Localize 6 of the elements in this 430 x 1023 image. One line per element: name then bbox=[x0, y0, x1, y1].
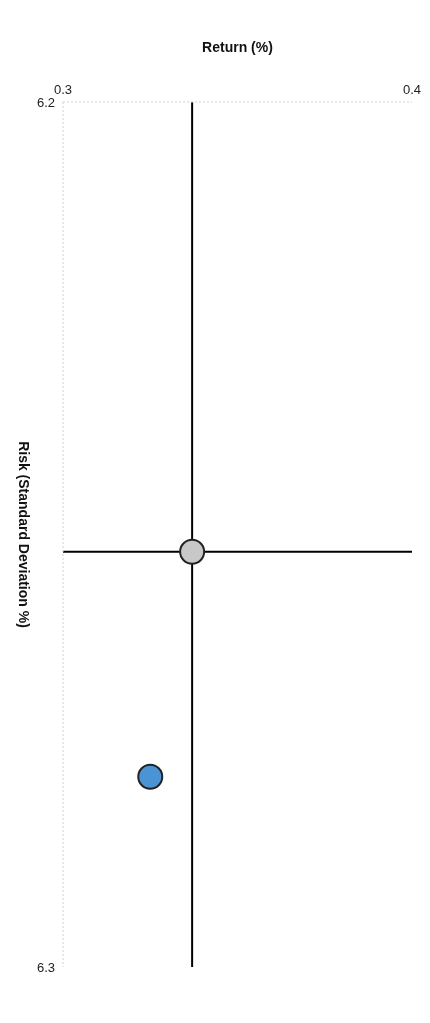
y-tick-label: 6.3 bbox=[36, 959, 55, 975]
x-axis-title: Return (%) bbox=[202, 38, 273, 55]
y-tick-label: 6.2 bbox=[36, 94, 55, 110]
x-tick-label: 0.4 bbox=[402, 82, 422, 97]
y-axis-title: Risk (Standard Deviation %) bbox=[16, 441, 33, 628]
x-tick-label: 0.3 bbox=[53, 82, 73, 97]
